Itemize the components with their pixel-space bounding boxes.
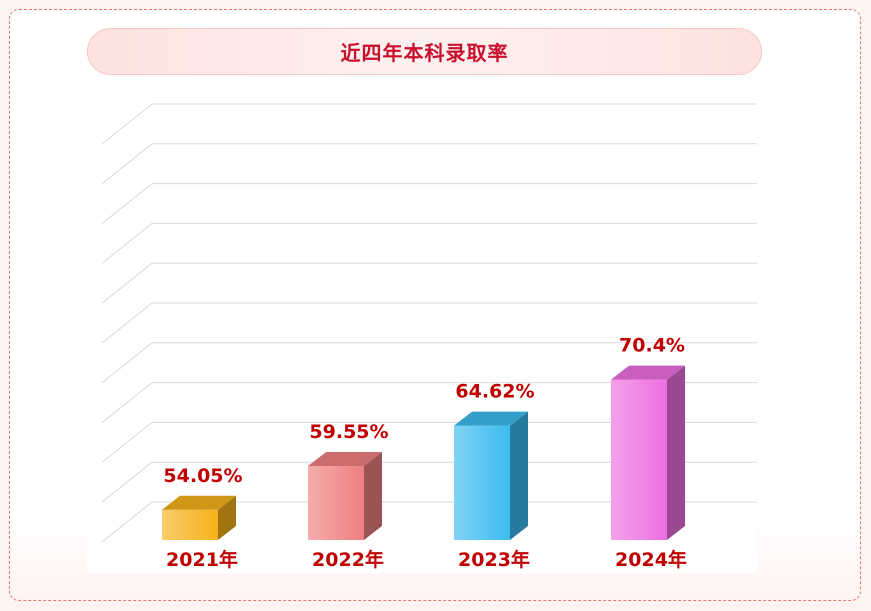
- bar-2023年: [454, 411, 528, 540]
- bar-front: [308, 465, 364, 540]
- bar-top: [454, 411, 528, 426]
- data-label: 64.62%: [455, 381, 534, 403]
- bar-2021年: [162, 495, 236, 540]
- grid-diagonal: [101, 103, 153, 145]
- bar-front: [454, 425, 510, 540]
- grid-diagonal: [101, 461, 153, 503]
- grid-diagonal: [101, 223, 153, 264]
- grid-diagonal: [101, 382, 153, 423]
- labels: 54.05% 2021年 59.55% 2022年 64.62% 2023年 70.4% 20…: [163, 335, 687, 571]
- bar-front: [162, 509, 218, 540]
- bar-front: [611, 379, 667, 540]
- bar-top: [162, 495, 236, 510]
- bar-side: [218, 495, 236, 540]
- bar-side: [364, 451, 382, 540]
- bar-2022年: [308, 451, 382, 540]
- bar-side: [510, 411, 528, 540]
- grid-diagonal: [101, 262, 153, 304]
- chart-title-banner: 近四年本科录取率: [87, 28, 762, 75]
- x-tick-label: 2022年: [312, 548, 384, 571]
- bar-top: [308, 451, 382, 466]
- x-tick-label: 2023年: [458, 548, 530, 571]
- bars: [162, 365, 685, 540]
- bar-chart: 54.05% 2021年 59.55% 2022年 64.62% 2023年 70.4% 20…: [101, 103, 757, 571]
- grid-diagonal: [101, 342, 153, 384]
- bar-top: [611, 365, 685, 380]
- chart-area: 54.05% 2021年 59.55% 2022年 64.62% 2023年 70.4% 20…: [87, 95, 757, 573]
- grid-diagonal: [101, 183, 153, 224]
- x-tick-label: 2024年: [615, 548, 687, 571]
- x-tick-label: 2021年: [166, 548, 238, 571]
- chart-title: 近四年本科录取率: [340, 41, 509, 65]
- grid-diagonal: [101, 422, 153, 463]
- bar-2024年: [611, 365, 685, 540]
- data-label: 70.4%: [619, 335, 685, 357]
- grid-diagonal: [101, 302, 153, 344]
- data-label: 59.55%: [309, 421, 388, 443]
- grid-diagonal: [101, 501, 153, 543]
- bar-side: [667, 365, 685, 540]
- data-label: 54.05%: [163, 465, 242, 487]
- grid-diagonal: [101, 143, 153, 185]
